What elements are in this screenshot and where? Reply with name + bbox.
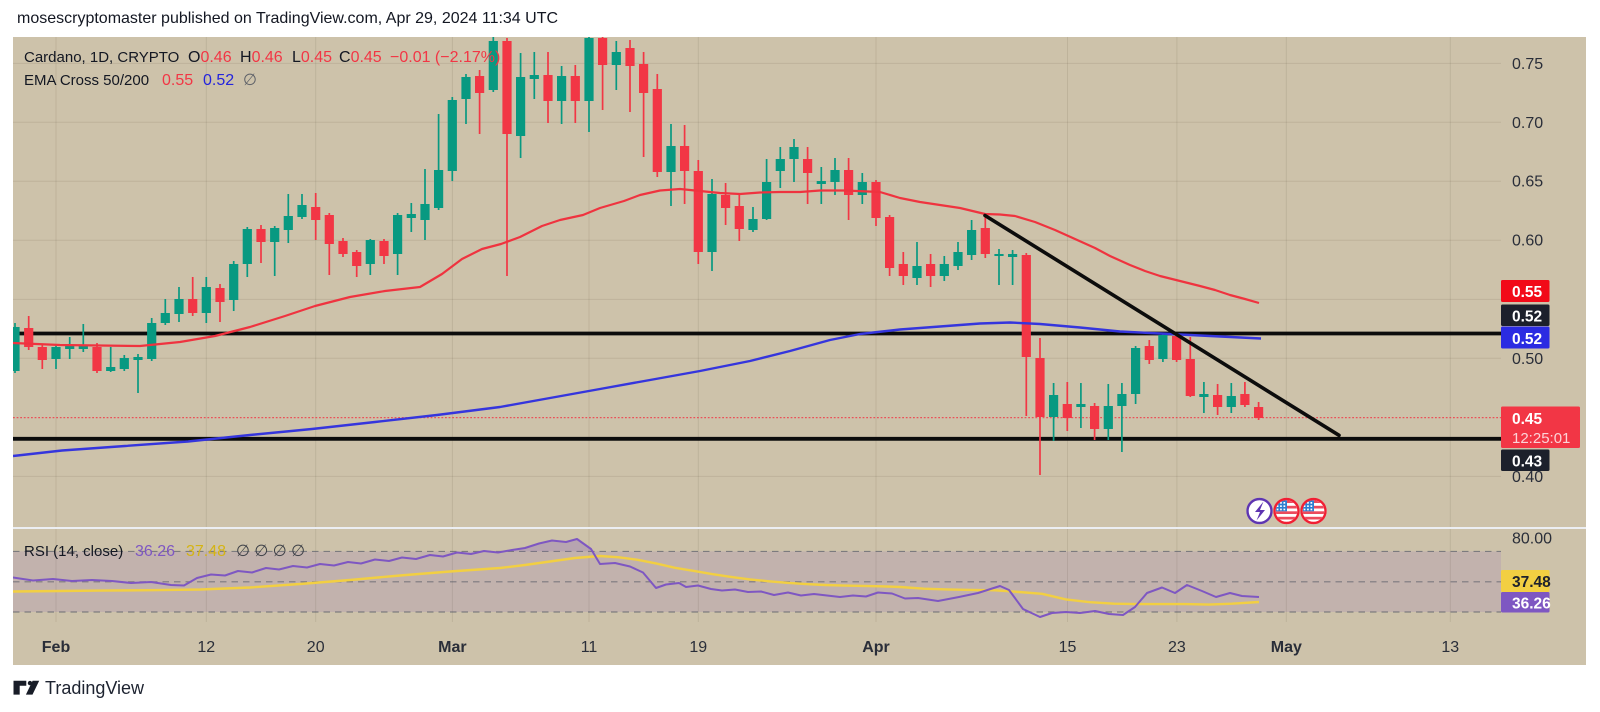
- svg-text:12:25:01: 12:25:01: [1512, 430, 1570, 447]
- svg-text:37.48: 37.48: [1512, 574, 1551, 591]
- svg-text:0.55: 0.55: [162, 72, 193, 89]
- svg-text:0.43: 0.43: [1512, 454, 1543, 471]
- svg-text:EMA Cross 50/200: EMA Cross 50/200: [24, 72, 149, 89]
- svg-text:0.60: 0.60: [1512, 233, 1543, 250]
- svg-text:0.70: 0.70: [1512, 115, 1543, 132]
- svg-text:11: 11: [581, 639, 598, 656]
- svg-text:H0.46: H0.46: [240, 49, 283, 66]
- svg-text:May: May: [1271, 639, 1302, 656]
- svg-text:37.48: 37.48: [186, 543, 226, 560]
- svg-text:Cardano, 1D, CRYPTO: Cardano, 1D, CRYPTO: [24, 49, 179, 66]
- svg-text:C0.45: C0.45: [339, 49, 382, 66]
- svg-text:12: 12: [197, 639, 215, 656]
- svg-text:0.45: 0.45: [1512, 411, 1543, 428]
- svg-text:20: 20: [307, 639, 325, 656]
- svg-text:15: 15: [1059, 639, 1077, 656]
- svg-text:0.40: 0.40: [1512, 469, 1543, 486]
- svg-text:L0.45: L0.45: [292, 49, 332, 66]
- svg-text:13: 13: [1441, 639, 1459, 656]
- svg-text:∅: ∅: [243, 72, 257, 89]
- svg-text:∅ ∅ ∅ ∅: ∅ ∅ ∅ ∅: [236, 543, 305, 560]
- svg-text:0.50: 0.50: [1512, 351, 1543, 368]
- svg-text:0.65: 0.65: [1512, 174, 1543, 191]
- svg-text:−0.01 (−2.17%): −0.01 (−2.17%): [390, 49, 500, 66]
- svg-text:O0.46: O0.46: [188, 49, 232, 66]
- svg-text:Apr: Apr: [862, 639, 890, 656]
- svg-text:0.52: 0.52: [1512, 331, 1542, 348]
- svg-text:Feb: Feb: [42, 639, 71, 656]
- svg-text:19: 19: [689, 639, 707, 656]
- svg-text:RSI (14, close): RSI (14, close): [24, 543, 123, 560]
- svg-text:23: 23: [1168, 639, 1186, 656]
- svg-text:36.26: 36.26: [135, 543, 175, 560]
- svg-text:0.52: 0.52: [1512, 309, 1542, 326]
- svg-text:36.26: 36.26: [1512, 596, 1551, 613]
- svg-text:0.55: 0.55: [1512, 284, 1543, 301]
- svg-text:Mar: Mar: [438, 639, 466, 656]
- svg-text:0.75: 0.75: [1512, 56, 1543, 73]
- svg-text:80.00: 80.00: [1512, 531, 1552, 548]
- svg-text:0.52: 0.52: [203, 72, 234, 89]
